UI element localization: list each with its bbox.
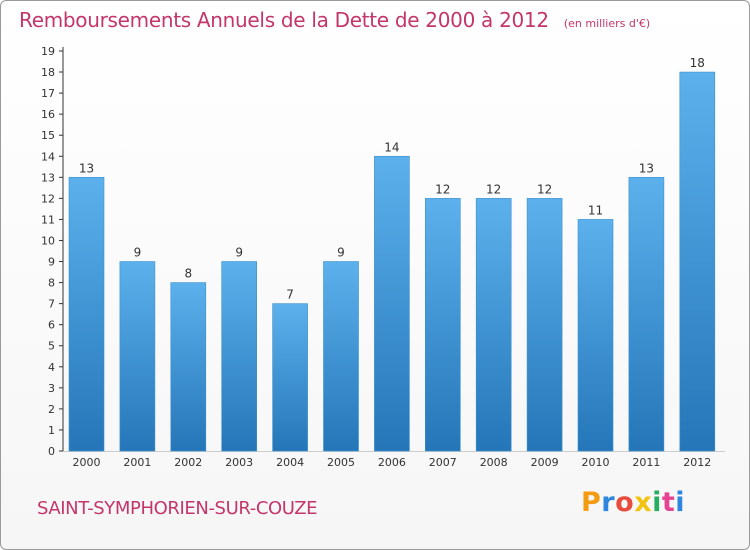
x-tick-label: 2008 [480,456,508,469]
commune-name: SAINT-SYMPHORIEN-SUR-COUZE [37,498,318,519]
y-tick-label: 12 [41,192,55,205]
bar [526,198,563,452]
bar-value-label: 8 [184,267,192,281]
logo-letter: x [634,487,653,518]
x-tick-label: 2000 [73,456,101,469]
y-tick-label: 6 [48,319,55,332]
y-tick-label: 4 [48,361,55,374]
logo-letter: r [601,487,616,518]
bar [577,219,614,452]
bar [68,177,105,452]
bar [424,198,461,452]
x-tick-label: 2002 [174,456,202,469]
y-tick-label: 0 [48,445,55,458]
bar [323,261,359,452]
x-tick-label: 2011 [632,456,660,469]
x-tick-label: 2010 [582,456,610,469]
y-tick-label: 3 [48,382,55,395]
logo-letter: i [652,487,662,518]
y-tick-label: 19 [41,45,55,58]
bar [475,198,512,452]
x-tick-label: 2012 [683,456,711,469]
x-tick-label: 2005 [327,456,355,469]
logo-letter: t [661,487,676,518]
y-tick-label: 11 [41,213,55,226]
x-tick-label: 2001 [123,456,151,469]
x-tick-label: 2006 [378,456,406,469]
bar-value-label: 9 [235,246,243,260]
x-tick-label: 2003 [225,456,253,469]
bar-value-label: 12 [435,182,450,196]
bar-value-label: 11 [588,203,603,217]
chart-title: Remboursements Annuels de la Dette de 20… [19,8,650,32]
bar-value-label: 12 [537,182,552,196]
y-tick-label: 7 [48,298,55,311]
bar-value-label: 13 [79,161,94,175]
y-tick-label: 18 [41,66,55,79]
bar [679,71,716,452]
bar [272,303,308,452]
bar [221,261,257,452]
bar-value-label: 18 [690,56,705,70]
x-tick-label: 2007 [429,456,457,469]
y-tick-label: 9 [48,256,55,269]
y-tick-label: 15 [41,129,55,142]
bar [170,282,207,452]
logo-letter: o [615,487,635,518]
chart-subtitle: (en milliers d'€) [563,17,651,30]
y-tick-label: 2 [48,403,55,416]
bar-value-label: 9 [134,246,142,260]
logo-letter: i [675,487,686,518]
proxiti-logo: Proxiti [581,487,685,518]
bar-value-label: 13 [639,161,654,175]
bar-value-label: 12 [486,182,501,196]
y-tick-label: 14 [41,150,55,163]
x-tick-label: 2009 [531,456,559,469]
bar-value-label: 9 [337,246,345,260]
y-tick-label: 8 [48,277,55,290]
y-tick-label: 1 [48,424,55,437]
y-tick-label: 16 [41,108,55,121]
chart-title-main: Remboursements Annuels de la Dette de 20… [19,8,549,32]
bar [119,261,156,452]
x-tick-label: 2004 [276,456,304,469]
y-tick-label: 10 [41,234,55,247]
y-tick-label: 17 [41,87,55,100]
bar [374,155,410,452]
logo-letter: P [581,487,602,518]
bar-value-label: 14 [384,140,399,154]
y-tick-label: 5 [48,340,55,353]
bar-value-label: 7 [286,288,294,302]
bar [628,177,665,452]
y-tick-label: 13 [41,171,55,184]
